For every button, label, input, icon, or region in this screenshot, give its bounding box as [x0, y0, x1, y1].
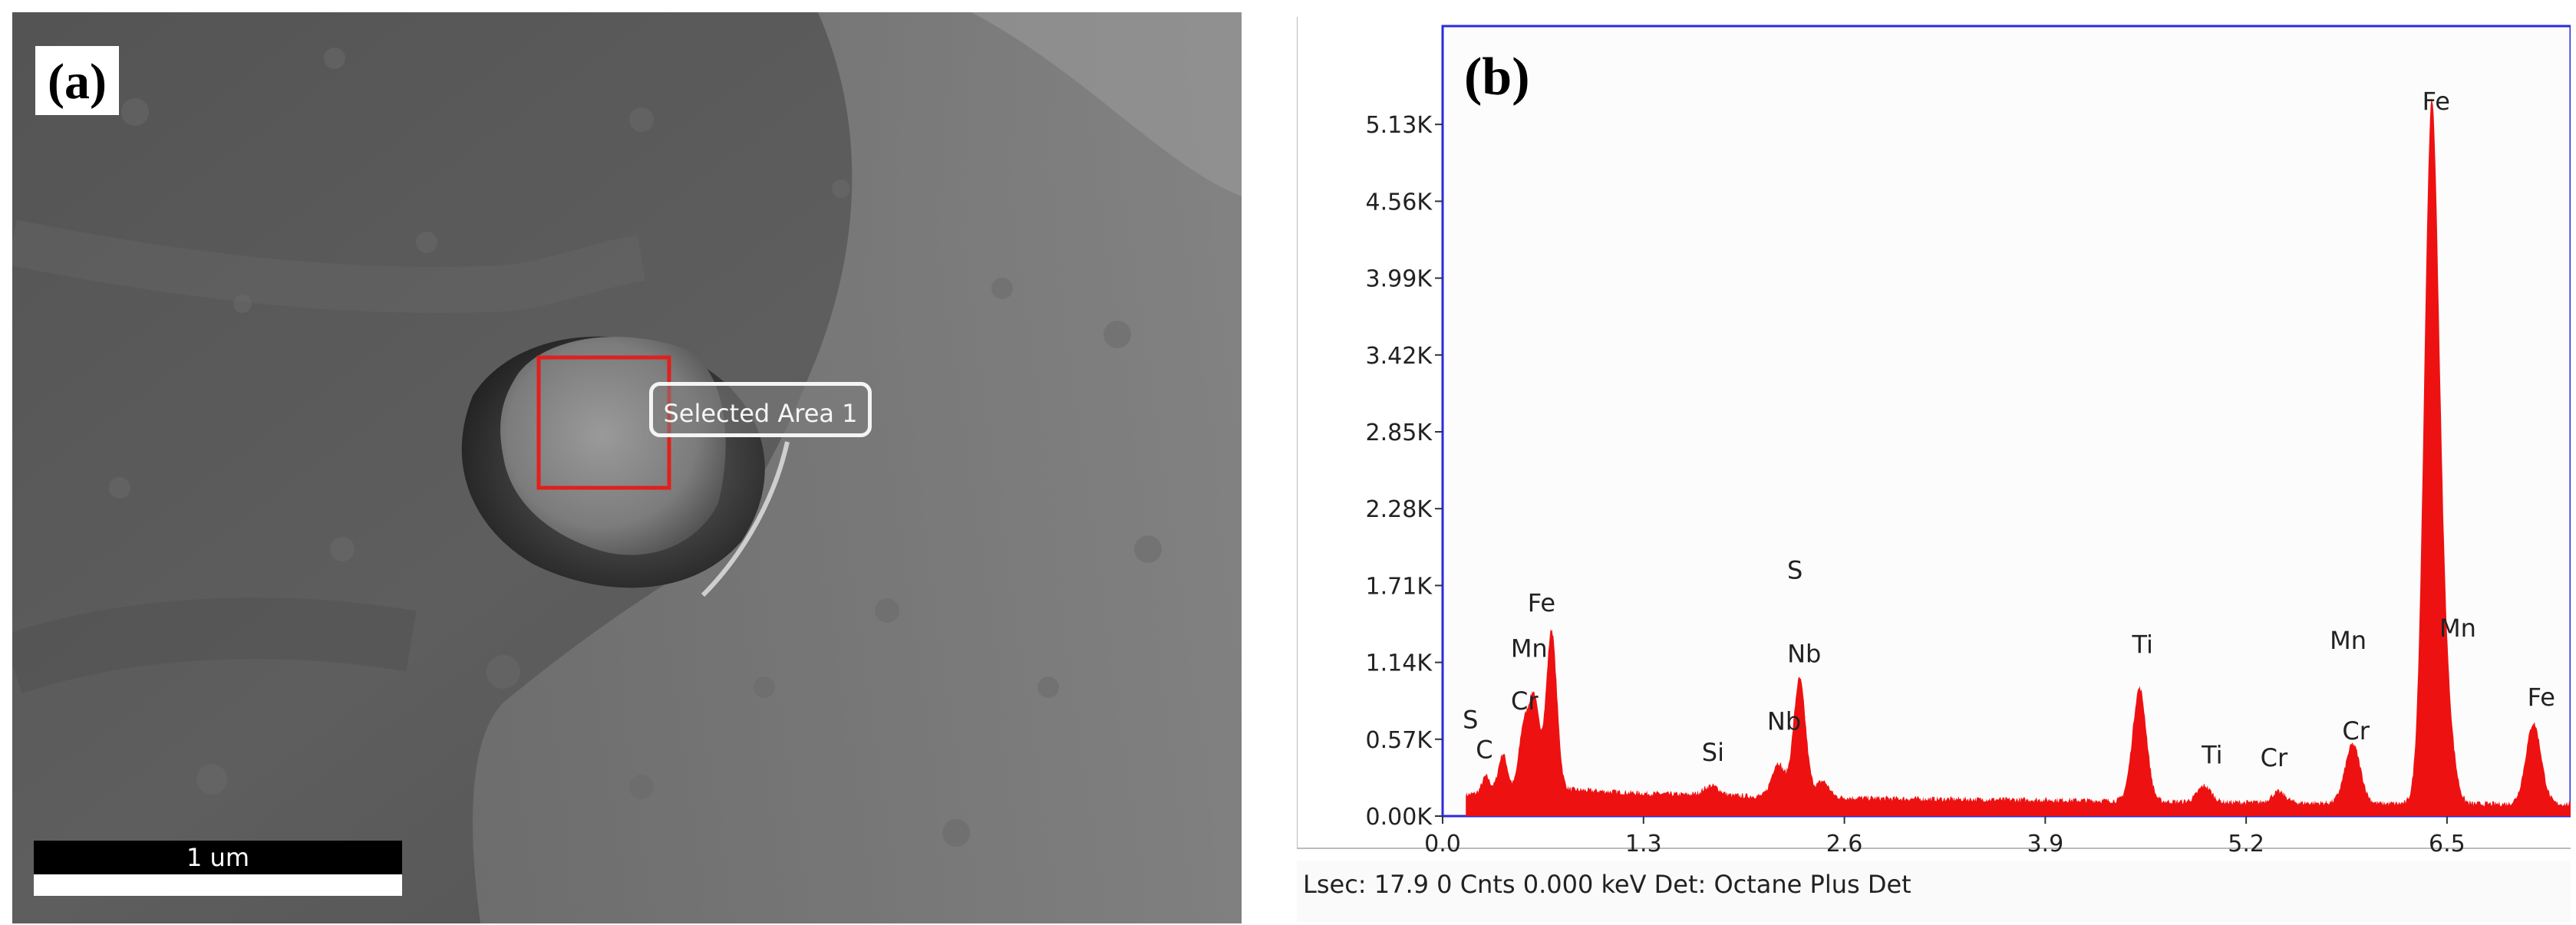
peak-label: Cr — [1511, 686, 1539, 716]
plot-frame — [1441, 25, 2571, 818]
x-tick-label: 0.0 — [1424, 831, 1461, 858]
eds-spectrum-chart: 0.00K 0.57K 1.14K 1.71K 2.28K 2.85K 3.42K 3.99K… — [1297, 17, 2571, 861]
peak-label: Si — [1702, 738, 1724, 767]
peak-label: Nb — [1767, 706, 1801, 736]
sem-bright-corner — [971, 12, 1242, 196]
panel-a-label: (a) — [35, 46, 119, 115]
y-tick-label: 3.99K — [1366, 266, 1433, 293]
x-axis: 0.0 1.3 2.6 3.9 5.2 6.5 — [1424, 816, 2466, 858]
peak-label: Fe — [2423, 87, 2450, 116]
y-tick-label: 1.71K — [1366, 573, 1433, 600]
y-tick-label: 2.85K — [1366, 420, 1433, 446]
panel-b-label: (b) — [1464, 48, 1530, 107]
peak-label: Mn — [2330, 626, 2367, 655]
peak-label: C — [1476, 735, 1492, 764]
peak-label: Fe — [2528, 683, 2555, 712]
y-tick-label: 2.28K — [1366, 496, 1433, 523]
sem-streak-2 — [12, 597, 417, 693]
peak-label: Mn — [1511, 634, 1548, 663]
peak-label: Cr — [2261, 743, 2288, 772]
sem-surface-dots — [109, 48, 1162, 847]
sem-edge-highlight — [701, 441, 790, 597]
x-tick-label: 5.2 — [2228, 831, 2264, 858]
peak-label: Nb — [1787, 640, 1821, 669]
y-tick-label: 4.56K — [1366, 189, 1433, 216]
y-tick-label: 0.57K — [1366, 727, 1433, 754]
x-tick-label: 6.5 — [2429, 831, 2466, 858]
sem-image-panel: (a) Selected Area 1 1 um — [12, 12, 1242, 923]
status-line: Lsec: 17.9 0 Cnts 0.000 keV Det: Octane … — [1303, 870, 1911, 899]
peak-label: S — [1787, 556, 1803, 585]
scale-bar-label: 1 um — [34, 841, 402, 874]
peak-label: S — [1463, 706, 1478, 735]
peak-label: Ti — [2131, 630, 2152, 659]
x-tick-label: 1.3 — [1625, 831, 1662, 858]
scale-bar: 1 um — [34, 841, 402, 899]
sem-micrograph — [12, 12, 1242, 923]
peak-label: Fe — [1528, 588, 1555, 617]
x-tick-label: 2.6 — [1826, 831, 1863, 858]
y-axis: 0.00K 0.57K 1.14K 1.71K 2.28K 2.85K 3.42K 3.99K… — [1366, 112, 1443, 831]
y-tick-label: 5.13K — [1366, 112, 1433, 139]
peak-label: Cr — [2342, 716, 2370, 746]
scale-bar-base — [34, 874, 402, 896]
peak-label: Mn — [2439, 614, 2476, 643]
y-tick-label: 0.00K — [1366, 804, 1433, 831]
peak-label: Ti — [2201, 740, 2222, 769]
eds-spectrum-panel: 0.00K 0.57K 1.14K 1.71K 2.28K 2.85K 3.42K 3.99K… — [1297, 17, 2571, 922]
x-tick-label: 3.9 — [2027, 831, 2063, 858]
y-tick-label: 3.42K — [1366, 343, 1433, 370]
sem-streak — [12, 219, 646, 313]
selected-area-label: Selected Area 1 — [649, 382, 872, 437]
y-tick-label: 1.14K — [1366, 650, 1433, 677]
